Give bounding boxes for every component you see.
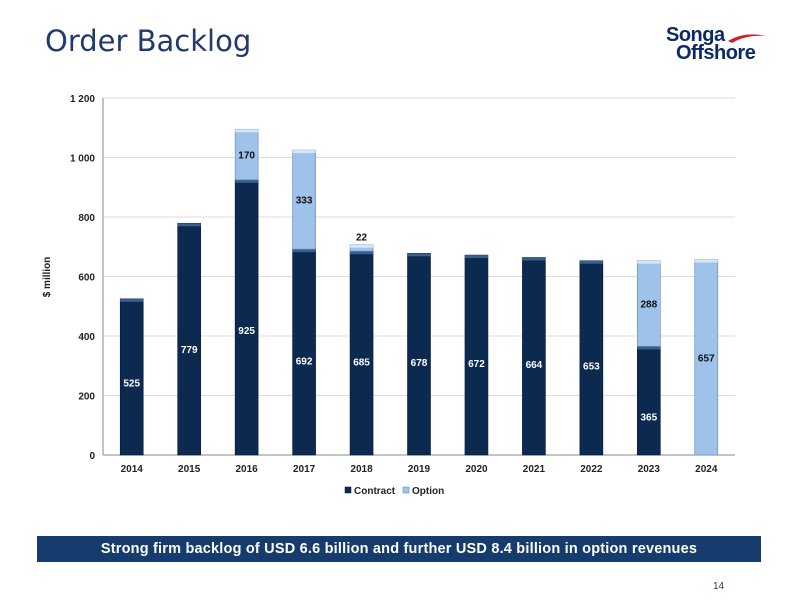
legend-label-option: Option bbox=[412, 486, 444, 497]
data-label-contract: 664 bbox=[526, 360, 543, 371]
bar-contract bbox=[119, 298, 144, 456]
data-label-option: 22 bbox=[356, 233, 368, 244]
bar-contract-top bbox=[637, 346, 661, 350]
data-label-option: 288 bbox=[640, 300, 657, 311]
bar-contract-top bbox=[407, 253, 431, 257]
data-label-contract: 672 bbox=[468, 359, 485, 370]
y-tick-label: 600 bbox=[78, 273, 95, 284]
x-tick-label: 2022 bbox=[580, 464, 603, 475]
bar-contract-top bbox=[579, 260, 603, 264]
logo-text-line2: Offshore bbox=[676, 42, 756, 64]
x-tick-label: 2024 bbox=[695, 464, 718, 475]
bar-contract-top bbox=[350, 251, 374, 255]
y-axis-title: $ million bbox=[42, 257, 53, 298]
bar-contract-top bbox=[120, 298, 144, 302]
legend-swatch-option bbox=[402, 486, 410, 494]
bar-option-top bbox=[637, 260, 661, 264]
logo-swoosh-icon bbox=[728, 34, 766, 43]
bar-option-top bbox=[292, 150, 316, 154]
bar-option-top bbox=[350, 244, 374, 248]
data-label-contract: 678 bbox=[411, 358, 428, 369]
legend-swatch-contract bbox=[344, 486, 352, 494]
bar-contract bbox=[522, 257, 546, 456]
y-tick-label: 1 000 bbox=[70, 154, 95, 165]
data-label-contract: 685 bbox=[353, 357, 370, 368]
data-label-contract: 925 bbox=[238, 326, 255, 337]
y-tick-label: 200 bbox=[78, 392, 95, 403]
data-label-contract: 525 bbox=[123, 378, 140, 389]
data-label-contract: 653 bbox=[583, 362, 600, 373]
data-label-option: 657 bbox=[698, 353, 715, 364]
y-tick-label: 1 200 bbox=[70, 94, 95, 105]
logo-text-line1: Songa bbox=[666, 24, 725, 46]
summary-banner-text: Strong firm backlog of USD 6.6 billion a… bbox=[100, 541, 698, 557]
company-logo: Songa Offshore bbox=[664, 24, 774, 66]
legend-label-contract: Contract bbox=[354, 486, 396, 497]
bar-contract-top bbox=[292, 249, 316, 253]
bar-contract-top bbox=[522, 257, 546, 261]
data-label-option: 170 bbox=[238, 151, 255, 162]
bar-contract-top bbox=[464, 255, 488, 259]
bar-contract bbox=[292, 248, 316, 456]
page-number: 14 bbox=[713, 581, 725, 592]
bar-contract-top bbox=[177, 223, 201, 227]
bar-contract bbox=[407, 252, 431, 456]
bar-contract bbox=[579, 260, 604, 456]
bar-contract bbox=[234, 179, 259, 456]
data-label-contract: 779 bbox=[181, 345, 198, 356]
backlog-chart: 0 200 400 600 800 1 000 1 200 $ million 525 2014 7… bbox=[42, 94, 735, 497]
bar-contract-top bbox=[235, 179, 259, 183]
y-tick-label: 800 bbox=[78, 213, 95, 224]
x-tick-label: 2023 bbox=[638, 464, 661, 475]
x-tick-label: 2016 bbox=[236, 464, 259, 475]
x-tick-label: 2018 bbox=[350, 464, 373, 475]
x-tick-label: 2015 bbox=[178, 464, 201, 475]
x-tick-label: 2019 bbox=[408, 464, 431, 475]
x-tick-label: 2020 bbox=[465, 464, 488, 475]
bar-option-top bbox=[235, 129, 259, 133]
y-tick-label: 400 bbox=[78, 332, 95, 343]
x-tick-label: 2017 bbox=[293, 464, 316, 475]
bar-contract bbox=[464, 254, 489, 456]
data-label-contract: 692 bbox=[296, 356, 313, 367]
y-tick-label: 0 bbox=[89, 451, 95, 462]
page-title: Order Backlog bbox=[45, 24, 252, 58]
bar-contract bbox=[637, 346, 661, 456]
x-tick-label: 2014 bbox=[121, 464, 144, 475]
data-label-option: 333 bbox=[296, 196, 313, 207]
summary-banner: Strong firm backlog of USD 6.6 billion a… bbox=[37, 536, 761, 562]
data-label-contract: 365 bbox=[640, 413, 657, 424]
bar-option-top bbox=[694, 259, 718, 263]
x-tick-label: 2021 bbox=[523, 464, 546, 475]
bar-contract bbox=[177, 222, 201, 456]
bar-contract bbox=[349, 250, 374, 456]
